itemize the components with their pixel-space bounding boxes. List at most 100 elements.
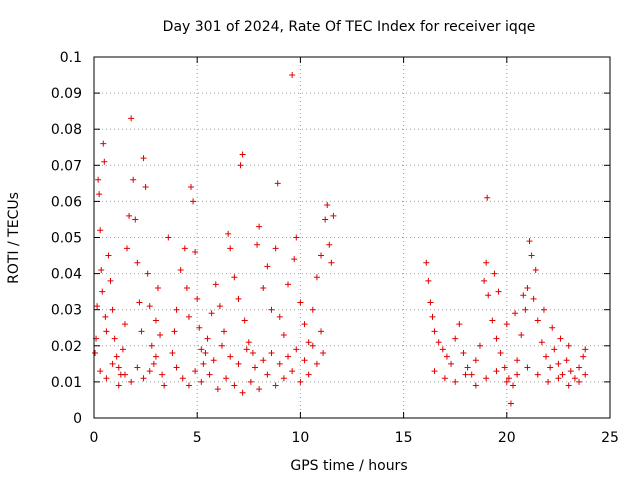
data-point bbox=[196, 324, 203, 331]
data-point bbox=[481, 277, 488, 284]
data-point bbox=[97, 368, 104, 375]
data-point bbox=[171, 328, 178, 335]
data-point bbox=[206, 371, 213, 378]
data-point bbox=[462, 371, 469, 378]
data-point bbox=[130, 176, 137, 183]
data-point bbox=[464, 364, 471, 371]
data-point bbox=[256, 386, 263, 393]
data-point bbox=[227, 353, 234, 360]
data-point bbox=[97, 227, 104, 234]
data-point bbox=[210, 357, 217, 364]
data-point bbox=[549, 324, 556, 331]
y-tick-label: 0.08 bbox=[51, 122, 82, 138]
data-point bbox=[509, 382, 516, 389]
data-point bbox=[297, 299, 304, 306]
plot-frame bbox=[93, 56, 611, 419]
data-point bbox=[111, 335, 118, 342]
data-point bbox=[95, 176, 102, 183]
data-point bbox=[309, 342, 316, 349]
y-tick-label: 0.1 bbox=[60, 50, 82, 66]
data-point bbox=[565, 382, 572, 389]
data-point bbox=[173, 364, 180, 371]
data-point bbox=[146, 368, 153, 375]
data-point bbox=[524, 285, 531, 292]
data-point bbox=[239, 151, 246, 158]
data-point bbox=[177, 266, 184, 273]
data-point bbox=[291, 256, 298, 263]
data-point bbox=[280, 375, 287, 382]
data-point bbox=[520, 292, 527, 299]
data-point bbox=[305, 371, 312, 378]
data-point bbox=[152, 317, 159, 324]
data-point bbox=[185, 313, 192, 320]
data-point bbox=[503, 378, 510, 385]
data-point bbox=[272, 382, 279, 389]
data-point bbox=[472, 357, 479, 364]
chart-title: Day 301 of 2024, Rate Of TEC Index for r… bbox=[163, 19, 536, 35]
data-point bbox=[483, 259, 490, 266]
data-point bbox=[285, 281, 292, 288]
data-point bbox=[109, 306, 116, 313]
data-point bbox=[293, 234, 300, 241]
data-point bbox=[324, 202, 331, 209]
data-point bbox=[318, 328, 325, 335]
data-point bbox=[524, 364, 531, 371]
data-point bbox=[208, 310, 215, 317]
data-point bbox=[200, 360, 207, 367]
data-point bbox=[276, 360, 283, 367]
data-point bbox=[512, 310, 519, 317]
data-point bbox=[247, 378, 254, 385]
data-point bbox=[429, 313, 436, 320]
data-point bbox=[559, 371, 566, 378]
data-point bbox=[441, 375, 448, 382]
x-tick-label: 10 bbox=[291, 430, 309, 446]
data-point bbox=[497, 350, 504, 357]
data-point bbox=[185, 382, 192, 389]
data-point bbox=[241, 317, 248, 324]
y-tick-label: 0.07 bbox=[51, 158, 82, 174]
data-point bbox=[140, 155, 147, 162]
data-point bbox=[254, 241, 261, 248]
data-point bbox=[576, 378, 583, 385]
data-point bbox=[264, 263, 271, 270]
data-point bbox=[522, 306, 529, 313]
data-point bbox=[280, 331, 287, 338]
data-point bbox=[192, 248, 199, 255]
data-point bbox=[483, 375, 490, 382]
data-point bbox=[212, 281, 219, 288]
data-point bbox=[423, 259, 430, 266]
data-point bbox=[297, 378, 304, 385]
data-point bbox=[239, 389, 246, 396]
data-point bbox=[115, 382, 122, 389]
data-point bbox=[126, 212, 133, 219]
data-point bbox=[565, 342, 572, 349]
data-point bbox=[274, 180, 281, 187]
data-point bbox=[161, 382, 168, 389]
data-point bbox=[100, 140, 107, 147]
data-point bbox=[582, 371, 589, 378]
data-point bbox=[460, 350, 467, 357]
data-point bbox=[313, 360, 320, 367]
data-point bbox=[134, 259, 141, 266]
data-point bbox=[514, 357, 521, 364]
y-tick-label: 0.04 bbox=[51, 267, 82, 283]
data-point bbox=[198, 378, 205, 385]
data-point bbox=[540, 306, 547, 313]
data-point bbox=[260, 357, 267, 364]
data-point bbox=[227, 245, 234, 252]
data-point bbox=[534, 371, 541, 378]
data-point bbox=[301, 357, 308, 364]
data-point bbox=[330, 212, 337, 219]
data-point bbox=[538, 339, 545, 346]
data-point bbox=[518, 331, 525, 338]
data-point bbox=[491, 270, 498, 277]
data-point bbox=[320, 350, 327, 357]
data-point bbox=[183, 285, 190, 292]
data-point bbox=[243, 346, 250, 353]
data-point bbox=[468, 371, 475, 378]
data-point bbox=[268, 350, 275, 357]
data-point bbox=[221, 328, 228, 335]
data-point bbox=[103, 375, 110, 382]
data-point bbox=[557, 335, 564, 342]
